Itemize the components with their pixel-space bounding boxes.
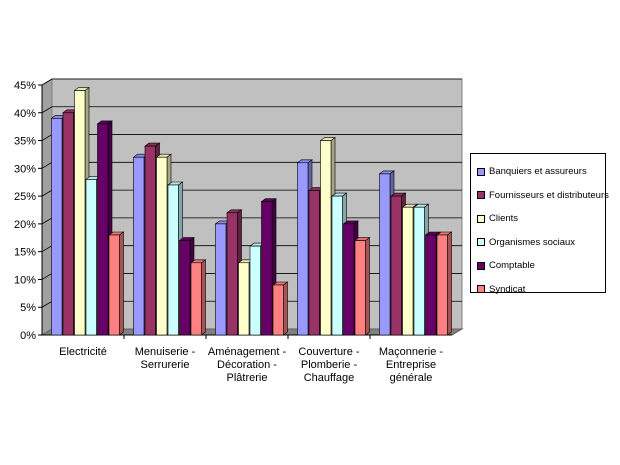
bar [331, 195, 343, 336]
x-tick-label-line: Couverture - [298, 346, 359, 358]
legend-swatch [477, 191, 485, 200]
x-tick-label-line: Chauffage [304, 372, 355, 384]
bar [413, 206, 425, 336]
x-tick-label-line: Menuiserie - [135, 346, 196, 358]
legend-label: Clients [489, 213, 519, 225]
bar [249, 245, 261, 336]
x-tick-label-line: Plâtrerie [227, 372, 268, 384]
legend-item: Syndicat [471, 278, 605, 302]
bar [390, 195, 402, 336]
y-tick-label: 45% [14, 80, 36, 92]
bar [51, 118, 63, 336]
legend-item: Fournisseurs et distributeurs [471, 184, 609, 208]
bar [144, 145, 156, 336]
bar [320, 140, 332, 336]
bar [402, 206, 414, 336]
y-tick-label: 40% [14, 108, 36, 120]
y-tick-label: 25% [14, 191, 36, 203]
legend-swatch [477, 214, 485, 223]
y-tick-label: 10% [14, 274, 36, 286]
bar-side [201, 259, 206, 336]
legend-swatch [477, 167, 485, 176]
legend-item: Comptable [471, 254, 605, 278]
x-tick-label-line: Serrurerie [141, 359, 190, 371]
y-tick-label: 5% [20, 302, 36, 314]
y-tick-label: 30% [14, 163, 36, 175]
x-tick-label-line: Plomberie - [301, 359, 358, 371]
gridline [41, 78, 462, 86]
bar-side [365, 236, 370, 336]
bar [190, 262, 202, 336]
x-tick-label-line: Aménagement - [208, 346, 287, 358]
bar [133, 156, 145, 336]
bar [108, 234, 120, 336]
x-tick-label: Maçonnerie -Entreprise générale [379, 346, 444, 384]
legend-item: Banquiers et assureurs [471, 160, 605, 184]
bar [74, 90, 86, 336]
bar-side [447, 231, 452, 336]
legend-label: Syndicat [489, 283, 526, 295]
legend-label: Banquiers et assureurs [489, 166, 587, 178]
legend-swatch [477, 238, 485, 247]
x-tick-label-line: Electricité [59, 346, 107, 358]
bar [272, 284, 284, 336]
bar [167, 184, 179, 336]
bar [354, 240, 366, 336]
bar [297, 162, 309, 336]
legend-swatch [477, 285, 485, 294]
x-tick-label: Menuiserie -Serrurerie [135, 346, 196, 371]
bar [62, 112, 74, 336]
bar-side [119, 231, 124, 336]
x-tick-label: Aménagement -Décoration -Plâtrerie [208, 346, 287, 384]
x-tick-label: Couverture -Plomberie -Chauffage [298, 346, 359, 384]
bar [97, 123, 109, 336]
x-tick-label-line: générale [390, 372, 433, 384]
legend-label: Fournisseurs et distributeurs [489, 189, 609, 201]
y-tick-label: 0% [20, 330, 36, 342]
y-tick-label: 35% [14, 136, 36, 148]
y-tick-label: 20% [14, 219, 36, 231]
legend-item: Organismes sociaux [471, 231, 605, 255]
bar [308, 190, 320, 336]
bar [379, 173, 391, 336]
legend-item: Clients [471, 207, 605, 231]
bar [156, 156, 168, 336]
gridline [41, 106, 462, 114]
bar [238, 262, 250, 336]
bar [436, 234, 448, 336]
x-tick-label: Electricité [59, 346, 107, 358]
legend: Banquiers et assureurs Fournisseurs et di… [470, 153, 609, 295]
x-tick-label-line: Décoration - [217, 359, 277, 371]
y-tick-label: 15% [14, 247, 36, 259]
bar [179, 240, 191, 336]
bar [343, 223, 355, 336]
plot-side-wall [41, 78, 53, 336]
bar [215, 223, 227, 336]
bar-side [283, 281, 288, 336]
bar [85, 179, 97, 336]
bar [261, 201, 273, 336]
x-tick-label-line: Entreprise [386, 359, 436, 371]
x-tick-label-line: Maçonnerie - [379, 346, 444, 358]
bar [226, 212, 238, 336]
legend-swatch [477, 261, 485, 270]
legend-label: Organismes sociaux [489, 236, 576, 248]
legend-label: Comptable [489, 260, 535, 272]
bar [425, 234, 437, 336]
